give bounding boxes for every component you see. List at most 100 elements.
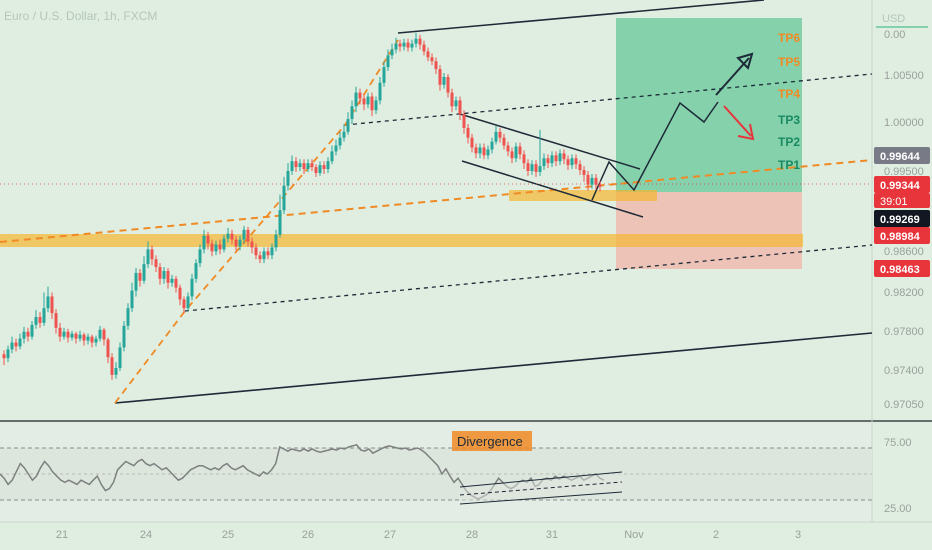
candle-body [198,249,202,264]
candle-body [378,82,382,101]
price-badge-3 [874,210,930,227]
candle-body [538,166,542,172]
price-axis-label: 0.98200 [884,287,924,299]
candle-body [190,278,194,297]
candle-body [18,338,22,347]
candle-body [478,147,482,154]
candle-body [286,171,290,186]
candle-body [26,331,30,337]
price-axis-label: 1.00500 [884,70,924,82]
rsi-axis-label: 25.00 [884,503,912,515]
candle-body [30,324,34,337]
tp5-label: TP5 [778,55,800,69]
tp1-label: TP1 [778,158,800,172]
candle-body [94,338,98,343]
candle-body [434,61,438,70]
candle-body [78,334,82,339]
candle-body [230,233,234,240]
price-badge-text: 0.98984 [880,231,921,243]
candle-body [158,267,162,279]
candle-body [282,185,286,211]
candle-body [450,92,454,107]
candle-body [310,163,314,168]
target-zone [616,18,802,192]
price-axis-label: 0.97800 [884,326,924,338]
time-axis: 21 24 25 26 27 28 31 Nov 2 3 [56,529,801,541]
price-badge-text: 0.99344 [880,180,921,192]
candle-body [186,296,190,309]
currency-label: USD [882,13,905,25]
channel-low-dashed-line [184,244,873,312]
time-axis-label: 26 [302,529,314,541]
candle-body [86,336,90,341]
candle-body [298,163,302,168]
tp2-label: TP2 [778,135,800,149]
candle-body [474,147,478,154]
candle-body [46,296,50,309]
candle-body [270,247,274,256]
candle-body [366,96,370,105]
candle-body [486,149,490,156]
support-zone [0,234,803,247]
bear-arrow-line [723,105,752,137]
price-axis-label: 0.98600 [884,246,924,258]
time-axis-label: 28 [466,529,478,541]
countdown-badge [874,193,930,208]
candle-body [354,92,358,107]
candle-body [518,146,522,155]
rsi-channel-mid [459,481,623,496]
candle-body [250,241,254,248]
channel-bottom-line [114,332,873,404]
candle-body [482,147,486,156]
candle-body [442,76,446,85]
time-axis-label: 24 [140,529,152,541]
candle-body [438,69,442,85]
price-badge-1 [874,176,930,193]
candle-body [526,163,530,171]
candle-body [562,153,566,160]
rsi-band [0,448,872,500]
candle-body [598,184,602,187]
stop-zone [616,192,802,269]
candle-body [218,244,222,250]
candle-body [570,158,574,166]
candle-body [530,164,534,171]
candle-body [126,308,130,326]
candle-body [306,163,310,170]
candle-body [370,96,374,111]
countdown-text: 39:01 [880,196,908,208]
candle-body [62,331,66,337]
symbol-title[interactable]: Euro / U.S. Dollar, 1h, FXCM [4,9,157,23]
candle-body [38,317,42,323]
candle-body [82,334,86,341]
price-axis: 0.00 1.00500 1.00000 0.99500 0.98600 0.9… [884,29,924,411]
divergence-label-box [452,431,532,451]
candle-body [566,159,570,166]
candle-body [142,264,146,281]
time-axis-label: 27 [384,529,396,541]
candle-body [226,233,230,239]
candle-body [546,158,550,164]
candle-body [398,43,402,47]
candle-body [302,163,306,170]
candle-body [294,161,298,168]
candle-body [470,137,474,148]
candle-body [386,55,390,68]
candle-body [6,349,10,359]
price-badge-5 [874,260,930,277]
candle-body [510,151,514,159]
candle-body [586,174,590,185]
candle-body [154,259,158,268]
candle-body [390,49,394,56]
rsi-channel-fill [460,472,622,504]
candle-body [514,146,518,159]
candle-body [494,131,498,142]
candle-body [10,342,14,350]
wedge-lower-line [461,160,644,218]
candle-body [430,57,434,62]
candle-body [262,251,266,260]
candle-body [454,100,458,107]
rsi-channel-top [459,471,623,488]
wedge-upper-line [459,113,641,170]
